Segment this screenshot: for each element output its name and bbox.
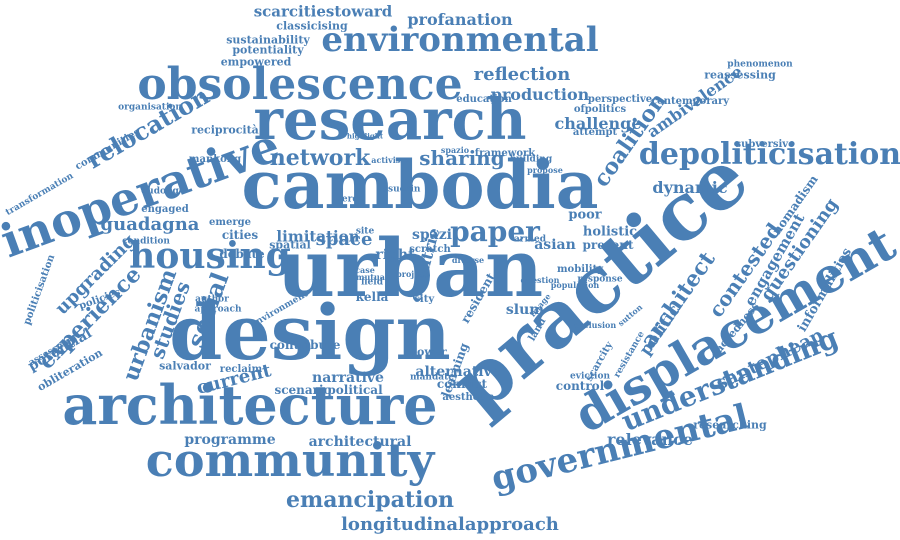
word-obsolescence: obsolescence	[137, 59, 463, 110]
word-dynamic: dynamic	[652, 178, 728, 197]
word-propose: propose	[527, 165, 563, 175]
word-researching: researching	[693, 418, 767, 432]
word-field: field	[361, 277, 383, 288]
word-sustainability: sustainability	[226, 33, 310, 47]
word-control: control	[555, 379, 605, 393]
word-education: education	[456, 94, 512, 105]
word-phenomenon: phenomenon	[727, 59, 793, 70]
word-mobility: mobility	[556, 264, 604, 275]
word-emerge: emerge	[209, 217, 251, 228]
word-contemporary: contemporary	[650, 96, 730, 107]
word-paper: paper	[450, 215, 540, 248]
word-network: network	[269, 145, 371, 171]
word-reflection: reflection	[473, 64, 571, 85]
word-perde: perde	[335, 194, 365, 205]
word-reciprocità: reciprocità	[191, 123, 259, 137]
word-classicising: classicising	[276, 19, 348, 33]
word-condition: condition	[122, 236, 170, 247]
word-right: right	[375, 247, 415, 263]
word-engaged: engaged	[141, 204, 189, 215]
word-population: population	[550, 280, 600, 290]
word-exclusion: exclusion	[573, 320, 617, 330]
word-diverse: diverse	[451, 255, 485, 265]
word-slum: slum	[505, 302, 545, 318]
word-production: production	[490, 85, 590, 104]
word-kella: kella	[355, 290, 389, 304]
word-cities: cities	[221, 228, 259, 242]
word-profanation: profanation	[407, 10, 513, 29]
word-cambodia: cambodia	[241, 146, 599, 224]
word-alternative: alternative	[415, 364, 501, 380]
word-building: building	[509, 154, 553, 165]
word-space: space	[315, 229, 373, 250]
word-scratch: scratch	[409, 244, 451, 255]
word-spazi: spazi	[411, 227, 453, 243]
word-mutual: mutual	[355, 272, 389, 282]
word-programme: programme	[184, 432, 276, 448]
word-approach: approach	[194, 304, 242, 315]
word-armed: armed	[513, 234, 547, 245]
word-asian: asian	[534, 237, 576, 253]
word-city: city	[413, 294, 435, 305]
word-housing: housing	[129, 235, 291, 277]
word-depoliticisation: depoliticisation	[638, 137, 900, 172]
word-environmental: environmental	[321, 20, 599, 60]
word-narrative: narrative	[312, 370, 384, 386]
word-reclaim: reclaim	[219, 364, 263, 375]
word-project: project	[396, 269, 428, 279]
word-architectural: architectural	[308, 434, 412, 450]
word-poor: poor	[568, 207, 602, 223]
word-longitudinalapproach: longitudinalapproach	[341, 514, 559, 535]
word-site: site	[355, 226, 375, 237]
word-political: political	[327, 383, 383, 397]
word-response: response	[577, 274, 623, 285]
word-contribute: contribute	[269, 338, 341, 352]
word-mankong: mankong	[188, 154, 242, 165]
word-author: author	[195, 294, 229, 305]
word-limitation: limitation	[276, 227, 360, 246]
word-debate: debate	[219, 247, 265, 261]
word-emancipation: emancipation	[285, 487, 455, 513]
word-subversive: subversive	[735, 139, 795, 150]
word-ofpolitics: ofpolitics	[573, 104, 627, 115]
word-mandate: mandate	[410, 372, 454, 383]
word-scarcitiestoward: scarcitiestoward	[253, 2, 393, 21]
word-challenge: challenge	[554, 114, 642, 133]
word-case: case	[355, 265, 375, 275]
word-power: power	[409, 345, 447, 359]
word-perspective: perspective	[587, 94, 653, 105]
word-holistic: holistic	[582, 224, 638, 240]
word-attempt: attempt	[572, 127, 618, 138]
word-oudong: oudong	[141, 186, 179, 197]
word-architecture: architecture	[62, 373, 438, 437]
word-present: present	[582, 238, 634, 252]
word-urban: urban	[276, 221, 544, 315]
word-community: community	[145, 433, 435, 487]
word-framework: framework	[474, 148, 536, 159]
word-issuesin: issuesin	[379, 184, 421, 195]
word-spatial: spatial	[269, 238, 311, 252]
word-conflict: conflict	[436, 377, 488, 391]
word-reassessing: reassessing	[704, 68, 776, 82]
word-politicisation: politicisation	[21, 253, 58, 327]
word-relevance: relevance	[606, 430, 694, 449]
word-activism: activism	[371, 155, 409, 165]
word-potentiality: potentiality	[232, 43, 304, 57]
word-eviction: eviction	[570, 371, 610, 382]
word-empowered: empowered	[220, 55, 292, 69]
word-guadagna: guadagna	[100, 214, 200, 235]
word-research: research	[253, 87, 527, 153]
word-organisation: organisation	[118, 102, 182, 113]
word-sharing: sharing	[419, 146, 505, 170]
word-highlight: highlight	[346, 131, 384, 141]
word-question: question	[520, 275, 560, 285]
word-design: design	[169, 288, 451, 377]
word-aesthetic: aesthetic	[442, 392, 494, 403]
word-salvador: salvador	[159, 359, 211, 373]
word-scenario: scenario	[274, 383, 332, 397]
word-spazio: spazio	[440, 145, 470, 155]
